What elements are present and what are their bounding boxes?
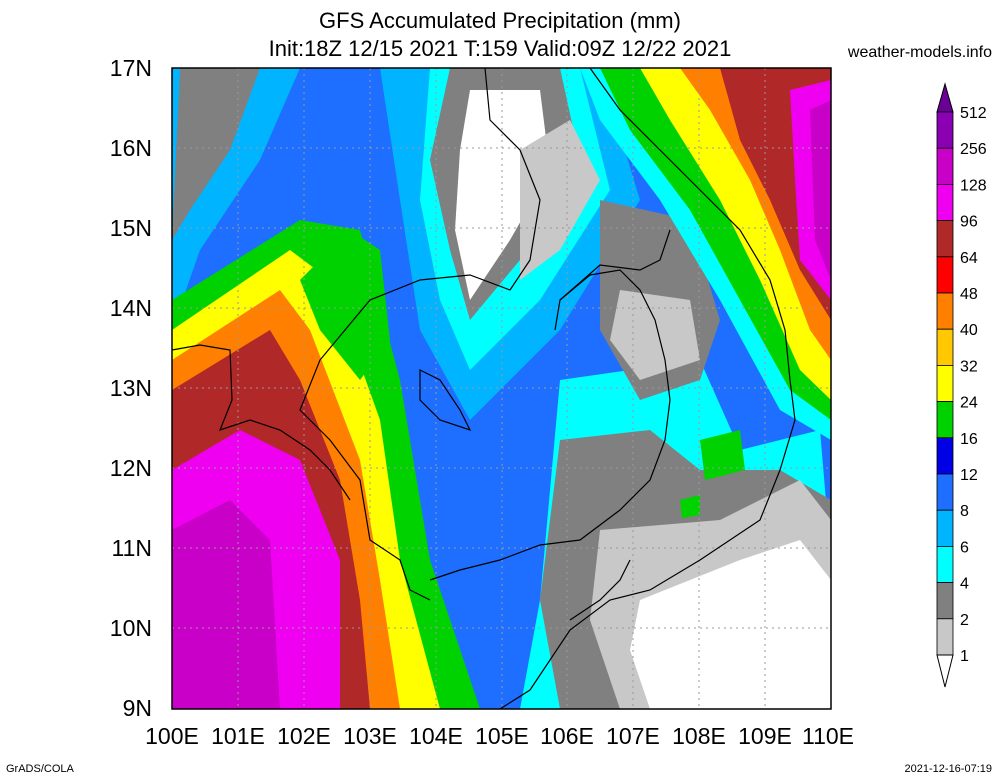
longitude-labels: 100E 101E 102E 103E 104E 105E 106E 107E …	[145, 723, 854, 749]
legend-label: 40	[960, 322, 978, 339]
lon-label: 106E	[540, 723, 594, 749]
precip-field	[172, 68, 831, 709]
legend-swatch	[936, 292, 954, 330]
lat-label: 14N	[110, 295, 152, 321]
lat-label: 13N	[110, 375, 152, 401]
legend-label: 32	[960, 358, 978, 375]
legend-arrow-top	[936, 82, 954, 113]
lon-label: 100E	[145, 723, 199, 749]
map-frame	[171, 67, 832, 710]
legend-label: 4	[960, 576, 969, 593]
legend-swatch	[936, 582, 954, 620]
legend-label: 8	[960, 503, 969, 520]
legend-label: 256	[960, 141, 987, 158]
legend-swatch	[936, 183, 954, 221]
lon-label: 105E	[475, 723, 529, 749]
legend-swatch	[936, 328, 954, 366]
legend-swatch	[936, 220, 954, 258]
lat-label: 10N	[110, 615, 152, 641]
latitude-labels: 17N 16N 15N 14N 13N 12N 11N 10N 9N	[110, 55, 152, 721]
legend-swatch	[936, 473, 954, 511]
legend-label: 512	[960, 105, 987, 122]
lon-label: 108E	[672, 723, 726, 749]
lat-label: 9N	[123, 695, 152, 721]
legend-label: 64	[960, 250, 978, 267]
lon-label: 103E	[343, 723, 397, 749]
legend-label: 48	[960, 286, 978, 303]
legend-swatch	[936, 509, 954, 547]
lon-label: 109E	[738, 723, 792, 749]
footer-timestamp: 2021-12-16-07:19	[904, 763, 992, 775]
legend-swatch	[936, 111, 954, 149]
chart-subtitle: Init:18Z 12/15 2021 T:159 Valid:09Z 12/2…	[268, 36, 732, 61]
legend-swatch	[936, 256, 954, 294]
lon-label: 104E	[409, 723, 463, 749]
legend-label: 16	[960, 431, 978, 448]
lat-label: 17N	[110, 55, 152, 81]
legend-swatch	[936, 546, 954, 584]
legend-swatch	[936, 618, 954, 656]
legend-label: 128	[960, 177, 987, 194]
legend-swatch	[936, 437, 954, 475]
legend-label: 2	[960, 612, 969, 629]
chart-title: GFS Accumulated Precipitation (mm)	[319, 8, 681, 33]
legend-label: 6	[960, 539, 969, 556]
lat-label: 15N	[110, 215, 152, 241]
lon-label: 102E	[277, 723, 331, 749]
lon-label: 107E	[606, 723, 660, 749]
source-label: weather-models.info	[847, 44, 992, 61]
legend-label: 96	[960, 214, 978, 231]
lat-label: 11N	[112, 535, 153, 561]
lon-label: 101E	[211, 723, 265, 749]
footer-credit: GrADS/COLA	[6, 763, 74, 775]
lon-label: 110E	[802, 723, 854, 749]
legend-swatch	[936, 364, 954, 402]
legend-label: 12	[960, 467, 978, 484]
legend-swatch	[936, 147, 954, 185]
lat-label: 12N	[110, 455, 152, 481]
borders	[172, 68, 796, 709]
legend-label: 1	[960, 648, 969, 665]
legend-label: 24	[960, 395, 978, 412]
lat-label: 16N	[110, 135, 152, 161]
legend-swatch	[936, 401, 954, 439]
legend-arrow-bottom	[936, 654, 954, 688]
grid-lines	[172, 68, 831, 709]
